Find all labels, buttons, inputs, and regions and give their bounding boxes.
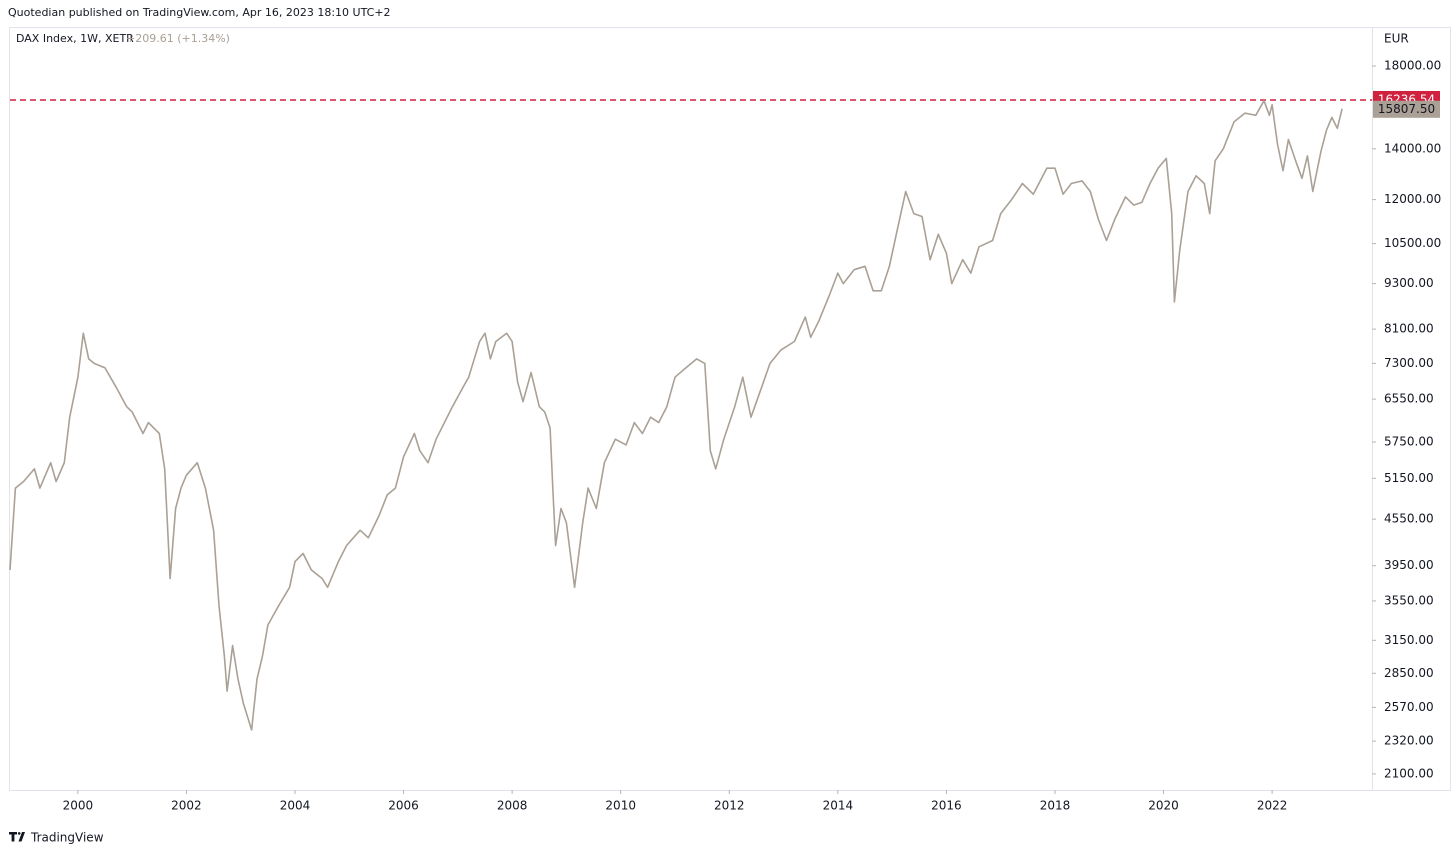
y-unit: EUR [1384,32,1409,46]
y-tick-label: 2570.00 [1384,700,1434,714]
y-tick-label: 8100.00 [1384,322,1434,336]
chart-frame [9,27,1451,791]
x-tick-label: 2016 [931,799,962,813]
y-tick-label: 9300.00 [1384,276,1434,290]
last-price-label: 15807.50 [1378,102,1435,116]
x-tick-label: 2012 [714,799,745,813]
x-tick-label: 2010 [605,799,636,813]
footer-logo [9,832,25,842]
x-tick-label: 2014 [823,799,854,813]
y-tick-label: 2850.00 [1384,666,1434,680]
y-tick-label: 3150.00 [1384,633,1434,647]
y-tick-label: 7300.00 [1384,356,1434,370]
y-tick-label: 14000.00 [1384,141,1441,155]
y-tick-label: 18000.00 [1384,58,1441,72]
price-line [9,99,1343,731]
last-price-box [1373,100,1440,118]
footer-brand: TradingView [30,831,104,845]
change-label: +209.61 (+1.34%) [126,32,230,45]
y-tick-label: 6550.00 [1384,392,1434,406]
x-tick-label: 2018 [1040,799,1071,813]
y-tick-label: 3950.00 [1384,558,1434,572]
x-tick-label: 2004 [280,799,311,813]
y-tick-label: 5750.00 [1384,435,1434,449]
y-tick-label: 3550.00 [1384,593,1434,607]
y-tick-label: 12000.00 [1384,192,1441,206]
y-tick-label: 10500.00 [1384,236,1441,250]
x-tick-label: 2022 [1257,799,1288,813]
publish-info: Quotedian published on TradingView.com, … [8,6,391,19]
y-tick-label: 5150.00 [1384,471,1434,485]
x-tick-label: 2008 [497,799,528,813]
x-tick-label: 2000 [63,799,94,813]
x-tick-label: 2002 [171,799,202,813]
y-tick-label: 4550.00 [1384,512,1434,526]
y-tick-label: 2100.00 [1384,766,1434,780]
chart-title: DAX Index, 1W, XETR [16,32,134,45]
x-tick-label: 2006 [388,799,419,813]
x-tick-label: 2020 [1148,799,1179,813]
y-tick-label: 2320.00 [1384,734,1434,748]
